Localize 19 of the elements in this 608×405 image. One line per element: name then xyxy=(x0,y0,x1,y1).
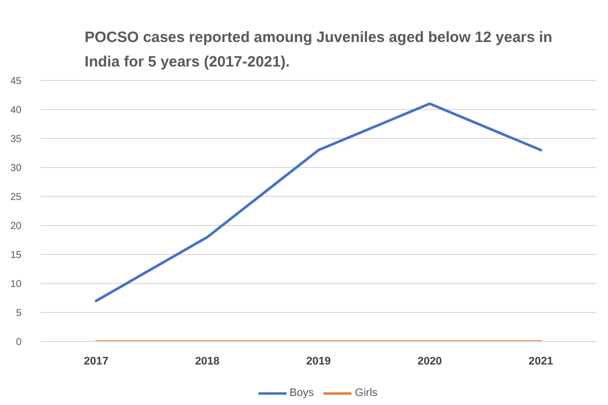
x-tick-label: 2017 xyxy=(84,356,108,368)
x-tick-label: 2020 xyxy=(417,356,442,368)
y-tick-label: 10 xyxy=(10,279,22,290)
y-tick-label: 20 xyxy=(10,221,22,232)
legend-label: Boys xyxy=(289,386,314,400)
y-tick-label: 35 xyxy=(10,134,22,145)
x-tick-label: 2019 xyxy=(306,356,331,368)
y-tick-label: 5 xyxy=(16,308,22,319)
y-tick-label: 30 xyxy=(10,163,22,174)
y-tick-label: 15 xyxy=(10,250,22,261)
line-series xyxy=(94,102,542,302)
y-tick-label: 45 xyxy=(10,76,22,87)
x-tick-label: 2018 xyxy=(195,356,220,368)
y-tick-label: 0 xyxy=(16,337,22,348)
y-tick-label: 25 xyxy=(10,192,22,203)
x-tick-label: 2021 xyxy=(528,356,554,368)
chart-title: POCSO cases reported amoung Juveniles aged below 12 years in India for 5 years (2017-2021). xyxy=(84,28,552,70)
y-tick-label: 40 xyxy=(10,105,22,116)
legend-label: Girls xyxy=(354,386,378,400)
